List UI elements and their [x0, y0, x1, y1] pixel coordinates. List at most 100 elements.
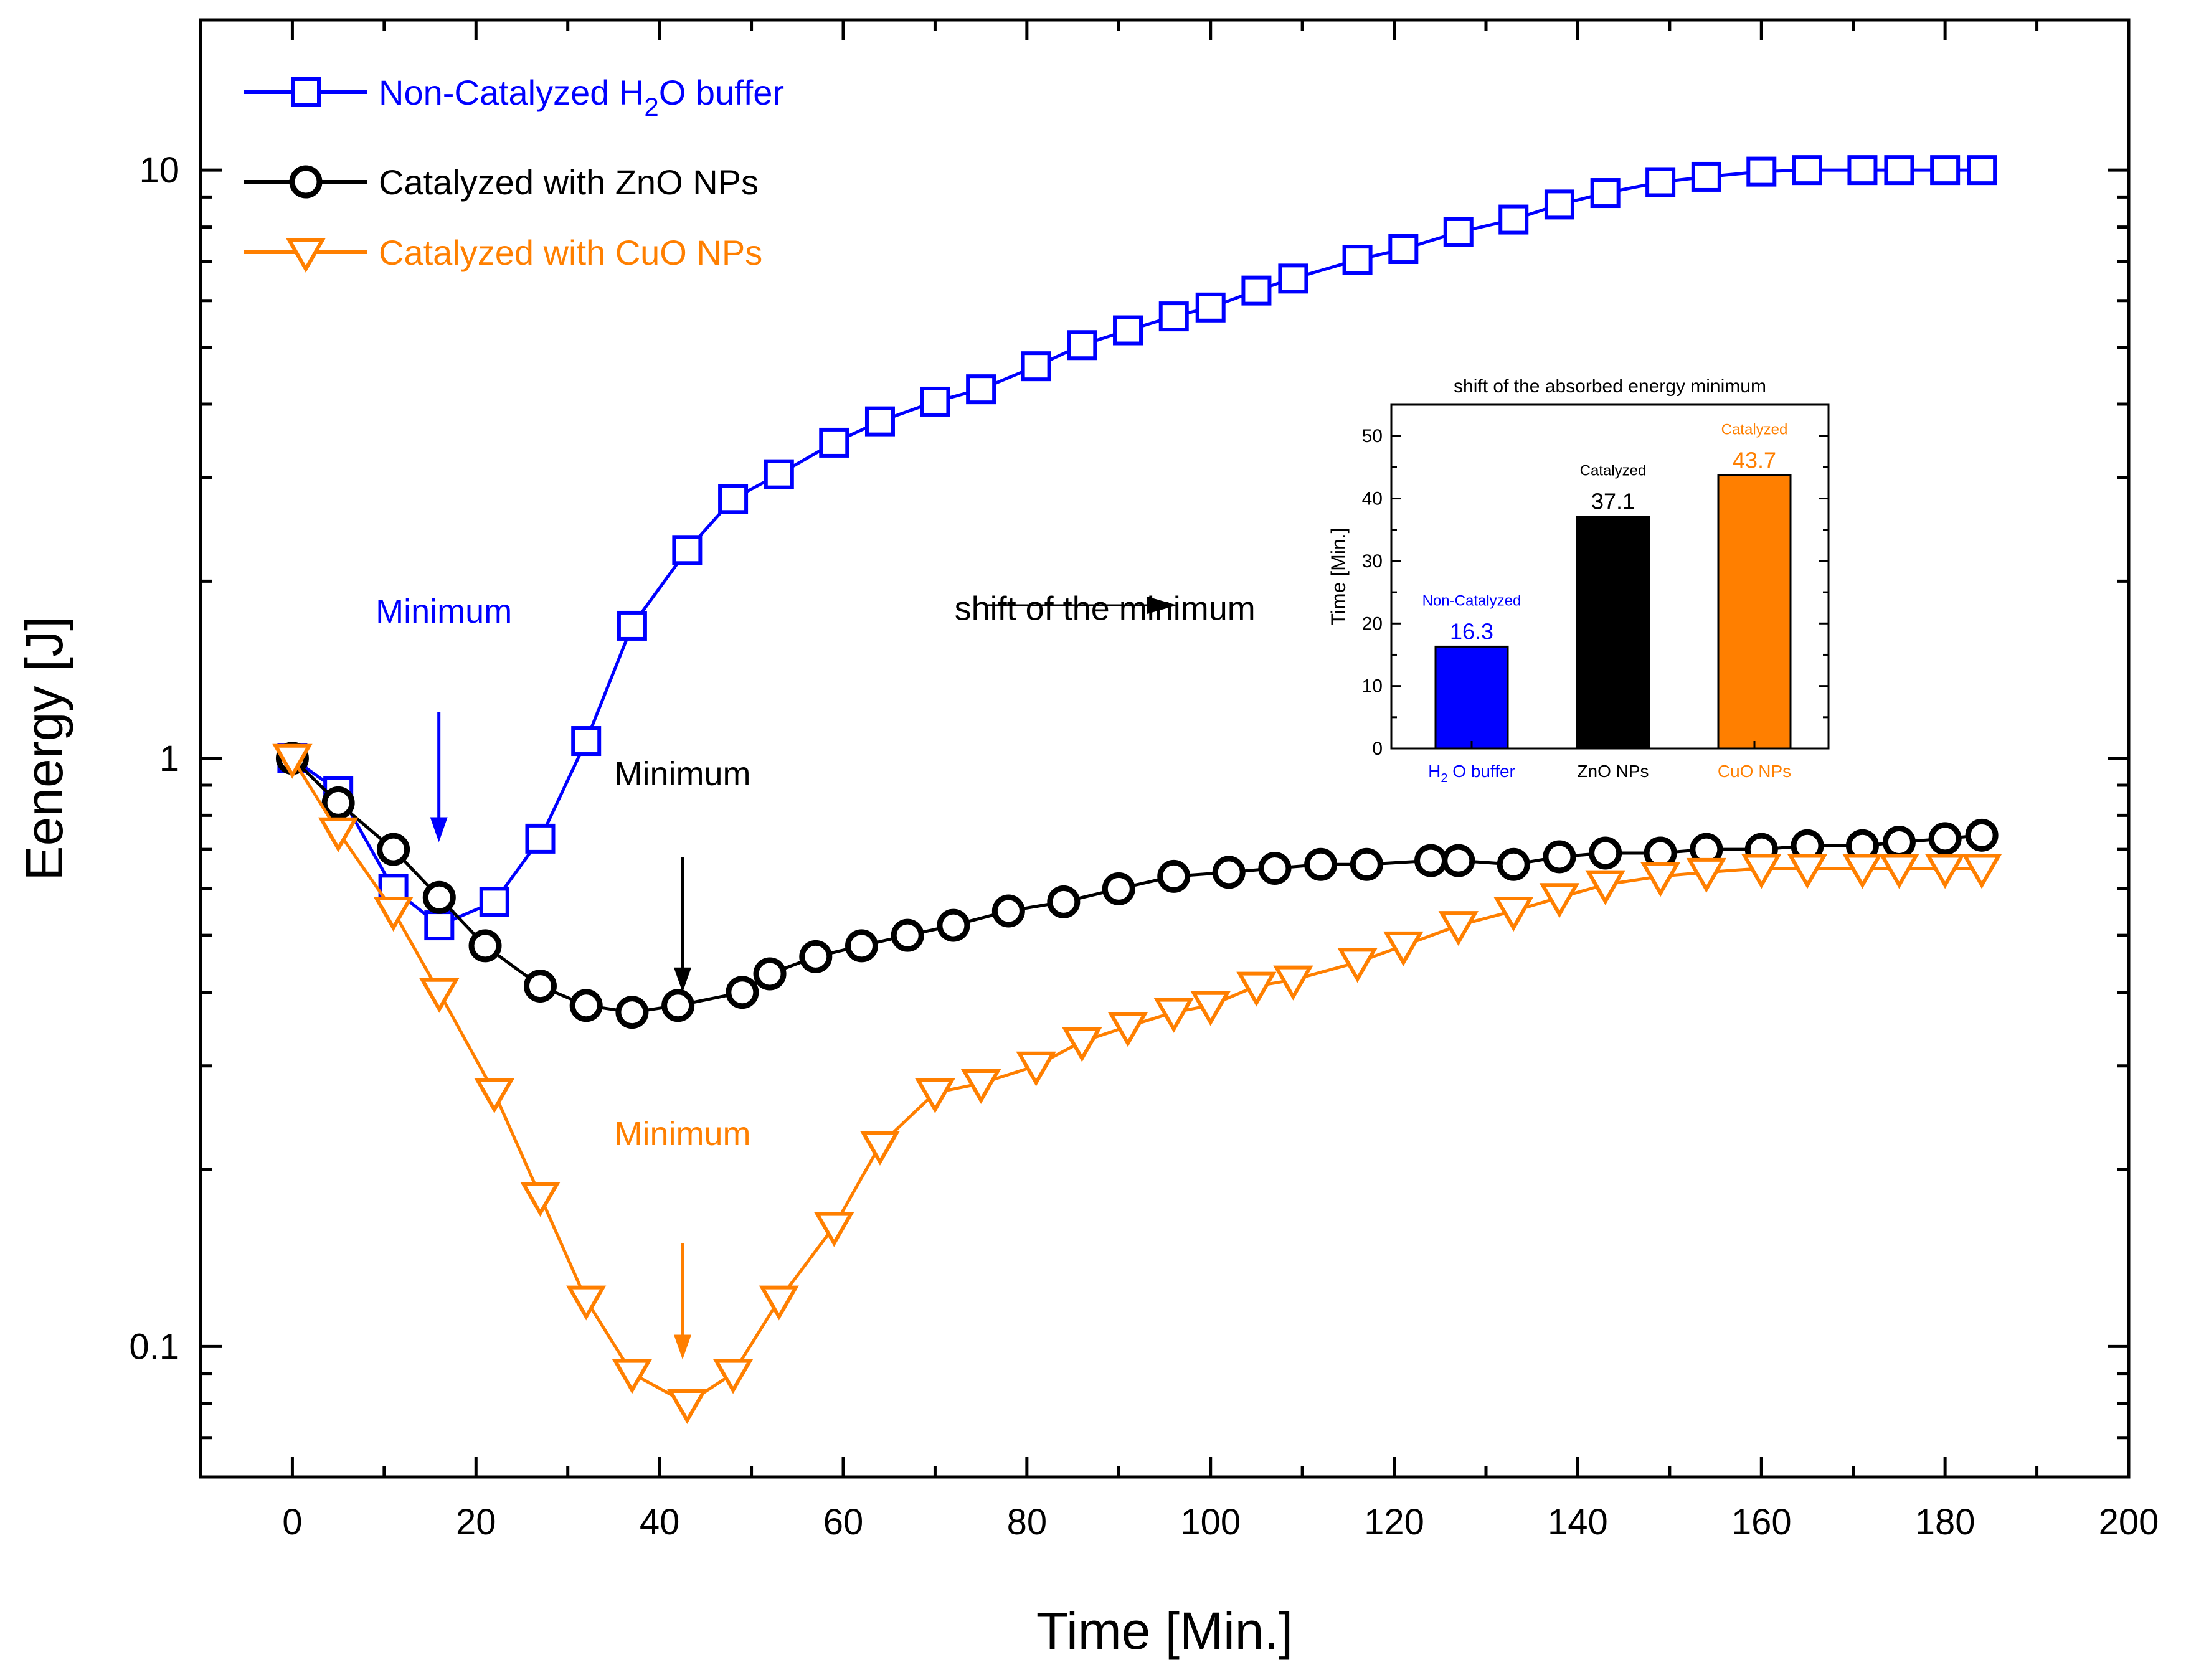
inset-bar-group: 16.3 Non-Catalyzed H2 O buffer [1422, 592, 1521, 785]
inset-x-tick-label-tail: O buffer [1447, 762, 1515, 781]
data-point [712, 1359, 754, 1394]
annotation-arrow-head [430, 817, 448, 842]
inset-bar-tag: Non-Catalyzed [1422, 592, 1521, 609]
y-tick-label: 1 [159, 739, 179, 779]
legend-label-main: Catalyzed with ZnO NPs [379, 163, 759, 202]
data-point [1879, 854, 1919, 889]
data-point [726, 976, 759, 1009]
data-point [1067, 330, 1097, 361]
inset-y-tick-label: 0 [1372, 739, 1383, 759]
data-point [1388, 234, 1419, 265]
data-point [523, 970, 557, 1003]
data-point [612, 1359, 653, 1394]
data-point [318, 817, 359, 852]
data-point [1258, 852, 1292, 885]
data-point [1645, 167, 1676, 197]
data-point [569, 989, 603, 1022]
data-point [1102, 872, 1135, 905]
y-axis-label: Eenergy [J] [15, 616, 73, 881]
legend-marker [285, 238, 326, 273]
data-point [468, 929, 502, 963]
data-point [1158, 301, 1189, 332]
data-point [753, 957, 787, 991]
data-point [1928, 822, 1962, 856]
inset-y-axis-label: Time [Min.] [1327, 527, 1350, 625]
shift-label: shift of the minimum [955, 590, 1256, 627]
inset-x-tick-label-main: CuO NPs [1718, 762, 1791, 781]
data-point [1787, 854, 1828, 889]
legend-label-tail: O buffer [659, 73, 784, 112]
data-point [571, 726, 602, 757]
data-point [661, 989, 695, 1022]
annotation-arrow-head [674, 1334, 691, 1360]
data-point [1539, 883, 1580, 918]
legend-label-main: Non-Catalyzed H [379, 73, 644, 112]
data-point [424, 910, 455, 941]
data-point [718, 484, 749, 514]
data-point [1589, 836, 1622, 870]
inset-chart: shift of the absorbed energy minimum 0 10 2… [1327, 376, 1830, 785]
inset-x-tick-label-main: H [1428, 762, 1441, 781]
data-point [864, 406, 895, 437]
data-point [799, 940, 833, 973]
data-point [1062, 1027, 1102, 1062]
data-point [377, 833, 410, 866]
data-point [1842, 854, 1883, 889]
data-point [419, 978, 460, 1013]
data-point [1965, 818, 1999, 852]
data-point [1278, 263, 1308, 294]
data-point [859, 1130, 901, 1166]
inset-bar [1434, 645, 1509, 750]
inset-x-tick-label: H2 O buffer [1428, 762, 1515, 785]
data-point [1241, 275, 1272, 306]
data-point [764, 459, 794, 489]
inset-title: shift of the absorbed energy minimum [1454, 376, 1766, 397]
data-point [617, 610, 647, 641]
x-axis-label: Time [Min.] [1036, 1602, 1293, 1660]
data-point [1236, 971, 1277, 1007]
legend: Non-Catalyzed H2O buffer Catalyzed with Z… [244, 73, 784, 273]
data-point [1443, 217, 1474, 247]
data-point [1350, 847, 1383, 881]
x-tick-label: 0 [282, 1502, 302, 1542]
data-point [525, 823, 556, 854]
data-point [1195, 292, 1226, 323]
data-point [1497, 847, 1530, 881]
data-point [937, 908, 970, 942]
annotation-arrow-head [674, 967, 691, 993]
data-point [1640, 862, 1681, 897]
x-tick-label: 80 [1007, 1502, 1048, 1542]
data-point [1544, 189, 1574, 220]
data-point [1590, 178, 1621, 209]
data-point [920, 386, 950, 417]
data-point [1190, 991, 1231, 1026]
data-point [1847, 155, 1878, 186]
data-point [1047, 885, 1081, 918]
legend-label-main: Catalyzed with CuO NPs [379, 233, 762, 272]
data-point [1741, 854, 1782, 889]
minimum-annotation: Minimum [614, 1115, 751, 1360]
inset-bar-group: 37.1 Catalyzed ZnO NPs [1576, 463, 1650, 781]
x-tick-label: 160 [1731, 1502, 1792, 1542]
data-point [819, 427, 849, 458]
x-tick-label: 180 [1915, 1502, 1975, 1542]
annotation-label: Minimum [376, 593, 512, 630]
data-point [566, 1285, 607, 1321]
data-point [1746, 156, 1777, 187]
legend-entry: Non-Catalyzed H2O buffer [244, 73, 784, 121]
inset-y-tick-label: 30 [1362, 551, 1383, 572]
data-point [321, 786, 355, 819]
data-point [1930, 155, 1961, 186]
data-point [1967, 155, 1997, 186]
x-tick-label: 60 [823, 1502, 864, 1542]
data-point [814, 1212, 854, 1247]
data-point [1543, 840, 1576, 874]
data-point [474, 1078, 514, 1113]
data-point [1961, 854, 2002, 889]
data-point [891, 918, 924, 952]
data-point [1337, 948, 1378, 983]
data-point [1016, 1051, 1056, 1087]
data-point [1585, 870, 1625, 905]
annotation-label: Minimum [614, 755, 750, 793]
